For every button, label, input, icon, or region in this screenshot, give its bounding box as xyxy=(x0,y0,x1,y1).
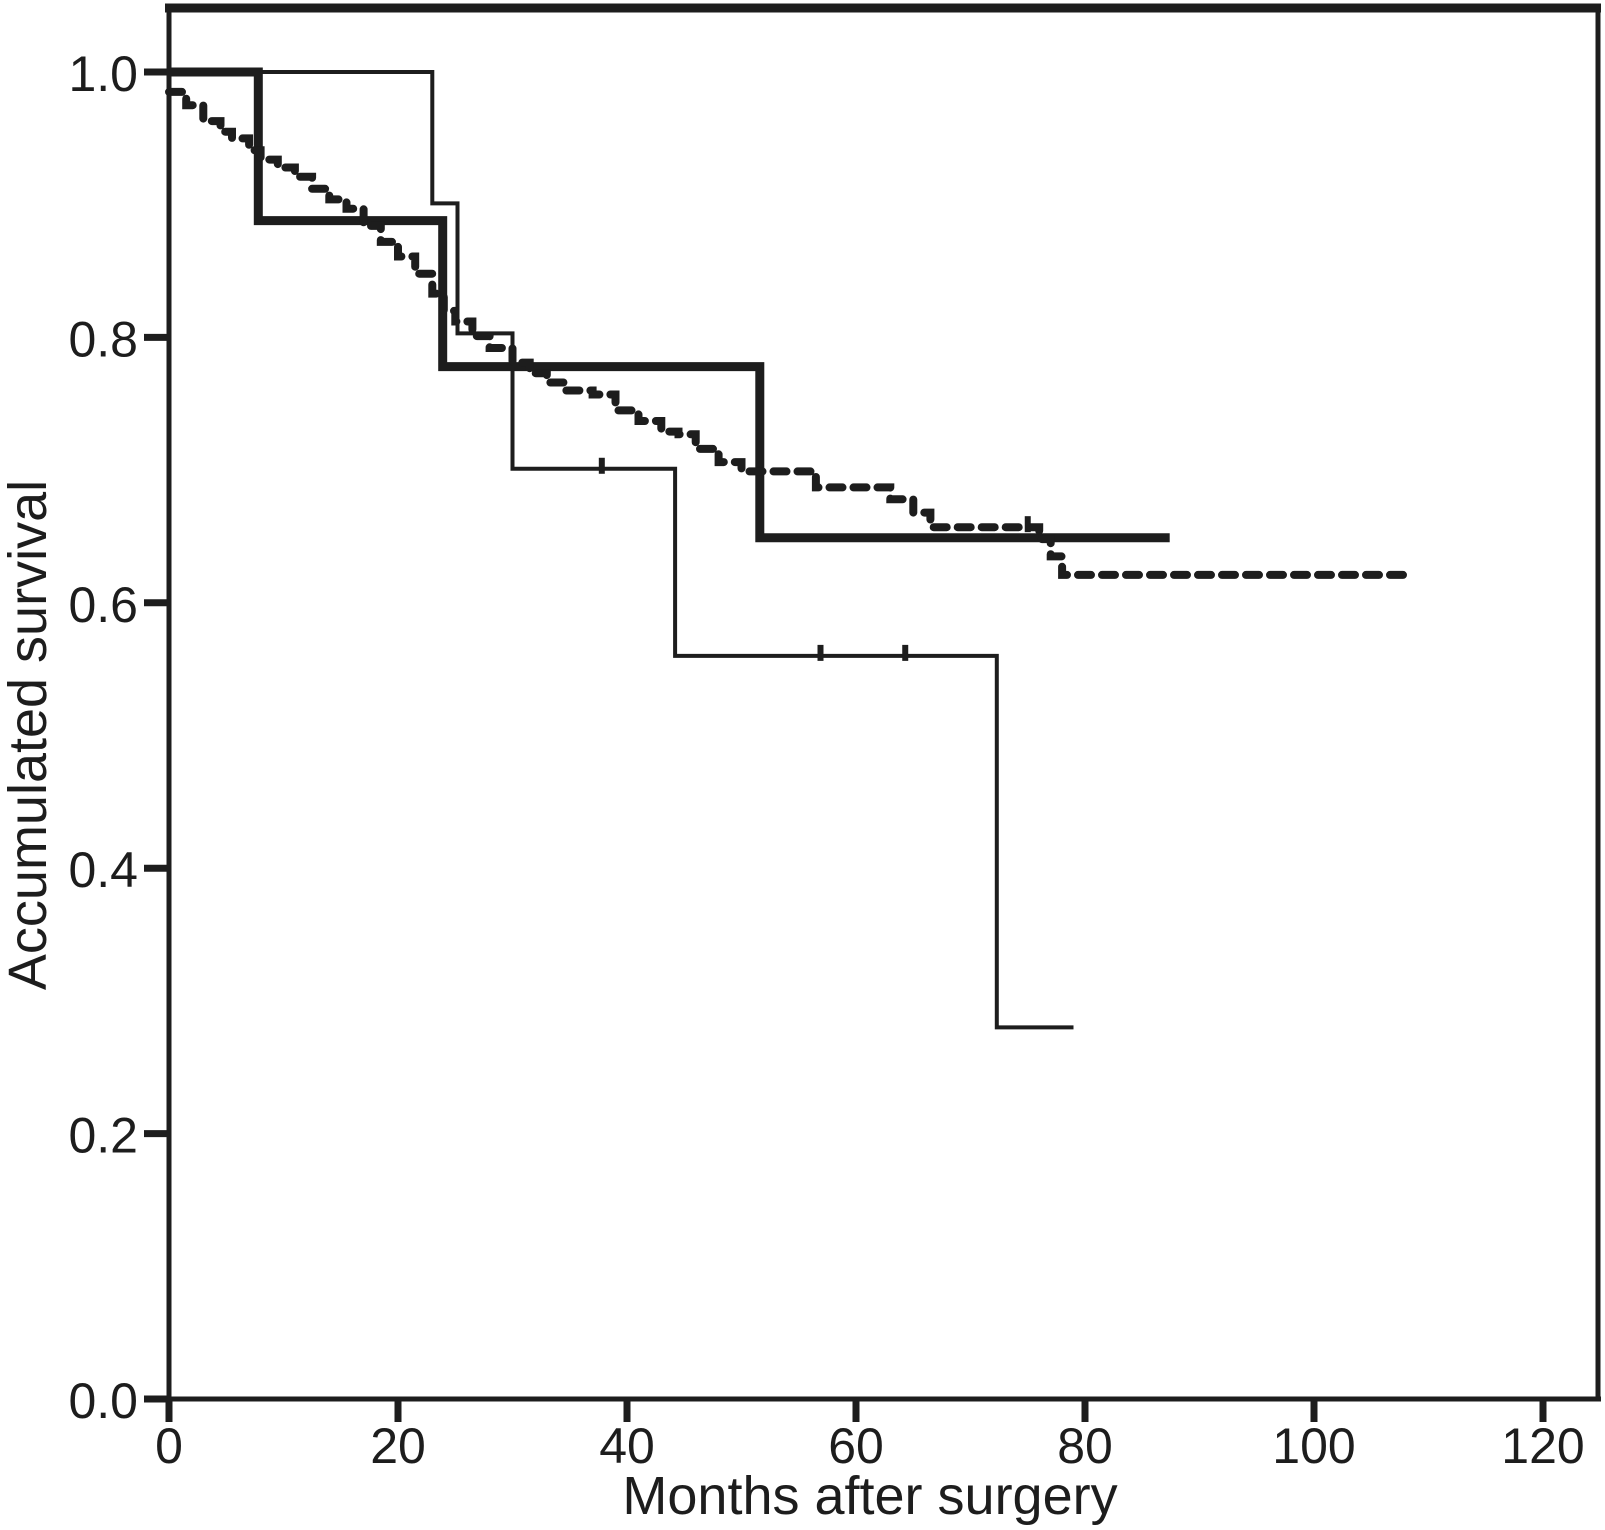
y-tick-label: 0.6 xyxy=(68,577,138,633)
censor-marks xyxy=(598,457,1031,661)
y-ticks: 1.0 0.8 0.6 0.4 0.2 0.0 xyxy=(68,46,167,1429)
x-tick-label: 20 xyxy=(370,1418,426,1474)
y-tick-label: 0.4 xyxy=(68,842,138,898)
y-tick-label: 1.0 xyxy=(68,46,138,102)
x-ticks: 0 20 40 60 80 100 120 xyxy=(155,1399,1585,1474)
x-tick-label: 80 xyxy=(1057,1418,1113,1474)
survival-curve-dashed xyxy=(165,87,1417,579)
y-tick-label: 0.0 xyxy=(68,1373,138,1429)
plot-frame xyxy=(144,3,1601,1402)
y-tick-label: 0.2 xyxy=(68,1108,138,1164)
x-tick-label: 0 xyxy=(155,1418,183,1474)
y-tick-label: 0.8 xyxy=(68,311,138,367)
survival-curves xyxy=(165,67,1417,1030)
survival-curve-thin-solid xyxy=(169,70,1074,1030)
x-tick-label: 40 xyxy=(599,1418,655,1474)
x-axis-label: Months after surgery xyxy=(622,1466,1117,1526)
y-axis-label: Accumulated survival xyxy=(0,480,58,990)
x-tick-label: 120 xyxy=(1501,1418,1584,1474)
x-tick-label: 100 xyxy=(1272,1418,1355,1474)
x-tick-label: 60 xyxy=(828,1418,884,1474)
